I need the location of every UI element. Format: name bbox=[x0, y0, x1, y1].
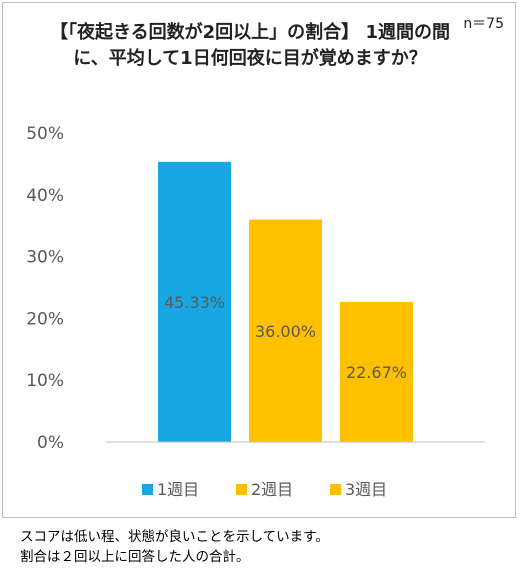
legend-label-3: 3週目 bbox=[345, 480, 387, 499]
y-tick-label: 20% bbox=[26, 309, 64, 329]
legend-swatch-3 bbox=[330, 484, 341, 495]
y-tick-label: 0% bbox=[37, 433, 64, 453]
footnotes: スコアは低い程、状態が良いことを示しています。 割合は２回以上に回答した人の合計… bbox=[20, 527, 329, 567]
data-label-2: 36.00% bbox=[255, 322, 316, 341]
y-tick-label: 30% bbox=[26, 248, 64, 268]
legend-label-1: 1週目 bbox=[157, 480, 199, 499]
footnote-score: スコアは低い程、状態が良いことを示しています。 bbox=[20, 529, 329, 545]
y-tick-label: 40% bbox=[26, 186, 64, 206]
bar-1 bbox=[158, 161, 231, 442]
bar-3 bbox=[340, 301, 413, 442]
data-label-1: 45.33% bbox=[164, 293, 225, 312]
chart-title: 【「夜起きる回数が2回以上」の割合】 1週間の間に、平均して1日何回夜に目が覚め… bbox=[50, 22, 450, 69]
data-label-3: 22.67% bbox=[346, 363, 407, 382]
legend-label-2: 2週目 bbox=[251, 480, 293, 499]
legend-swatch-2 bbox=[236, 484, 247, 495]
y-tick-label: 10% bbox=[26, 371, 64, 391]
bar-2 bbox=[249, 219, 322, 442]
legend-swatch-1 bbox=[142, 484, 153, 495]
y-tick-label: 50% bbox=[26, 124, 64, 144]
sample-size-label: n＝75 bbox=[463, 16, 504, 32]
footnote-ratio: 割合は２回以上に回答した人の合計。 bbox=[20, 549, 250, 565]
